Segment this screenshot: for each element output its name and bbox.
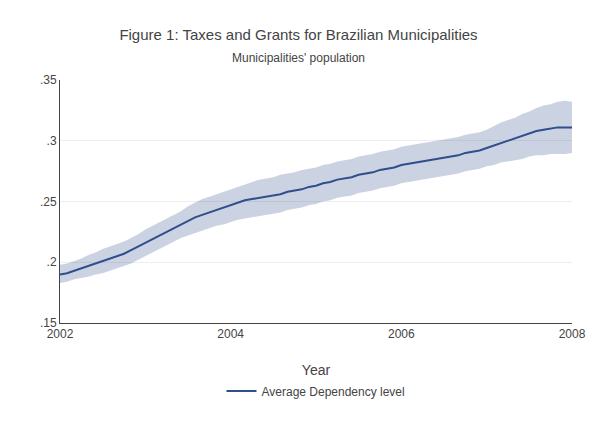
svg-text:Average Dependency level: Average Dependency level <box>262 385 405 399</box>
svg-text:.2: .2 <box>47 255 57 269</box>
svg-text:.15: .15 <box>40 316 57 330</box>
svg-text:2008: 2008 <box>559 327 586 341</box>
svg-text:Municipalities' population: Municipalities' population <box>232 51 365 65</box>
svg-text:Figure 1: Taxes and Grants for: Figure 1: Taxes and Grants for Brazilian… <box>119 26 477 43</box>
svg-text:Year: Year <box>302 362 331 378</box>
svg-text:2006: 2006 <box>388 327 415 341</box>
svg-text:.3: .3 <box>47 134 57 148</box>
svg-text:2004: 2004 <box>217 327 244 341</box>
svg-text:2002: 2002 <box>47 327 74 341</box>
svg-text:.25: .25 <box>40 195 57 209</box>
svg-text:.35: .35 <box>40 73 57 87</box>
